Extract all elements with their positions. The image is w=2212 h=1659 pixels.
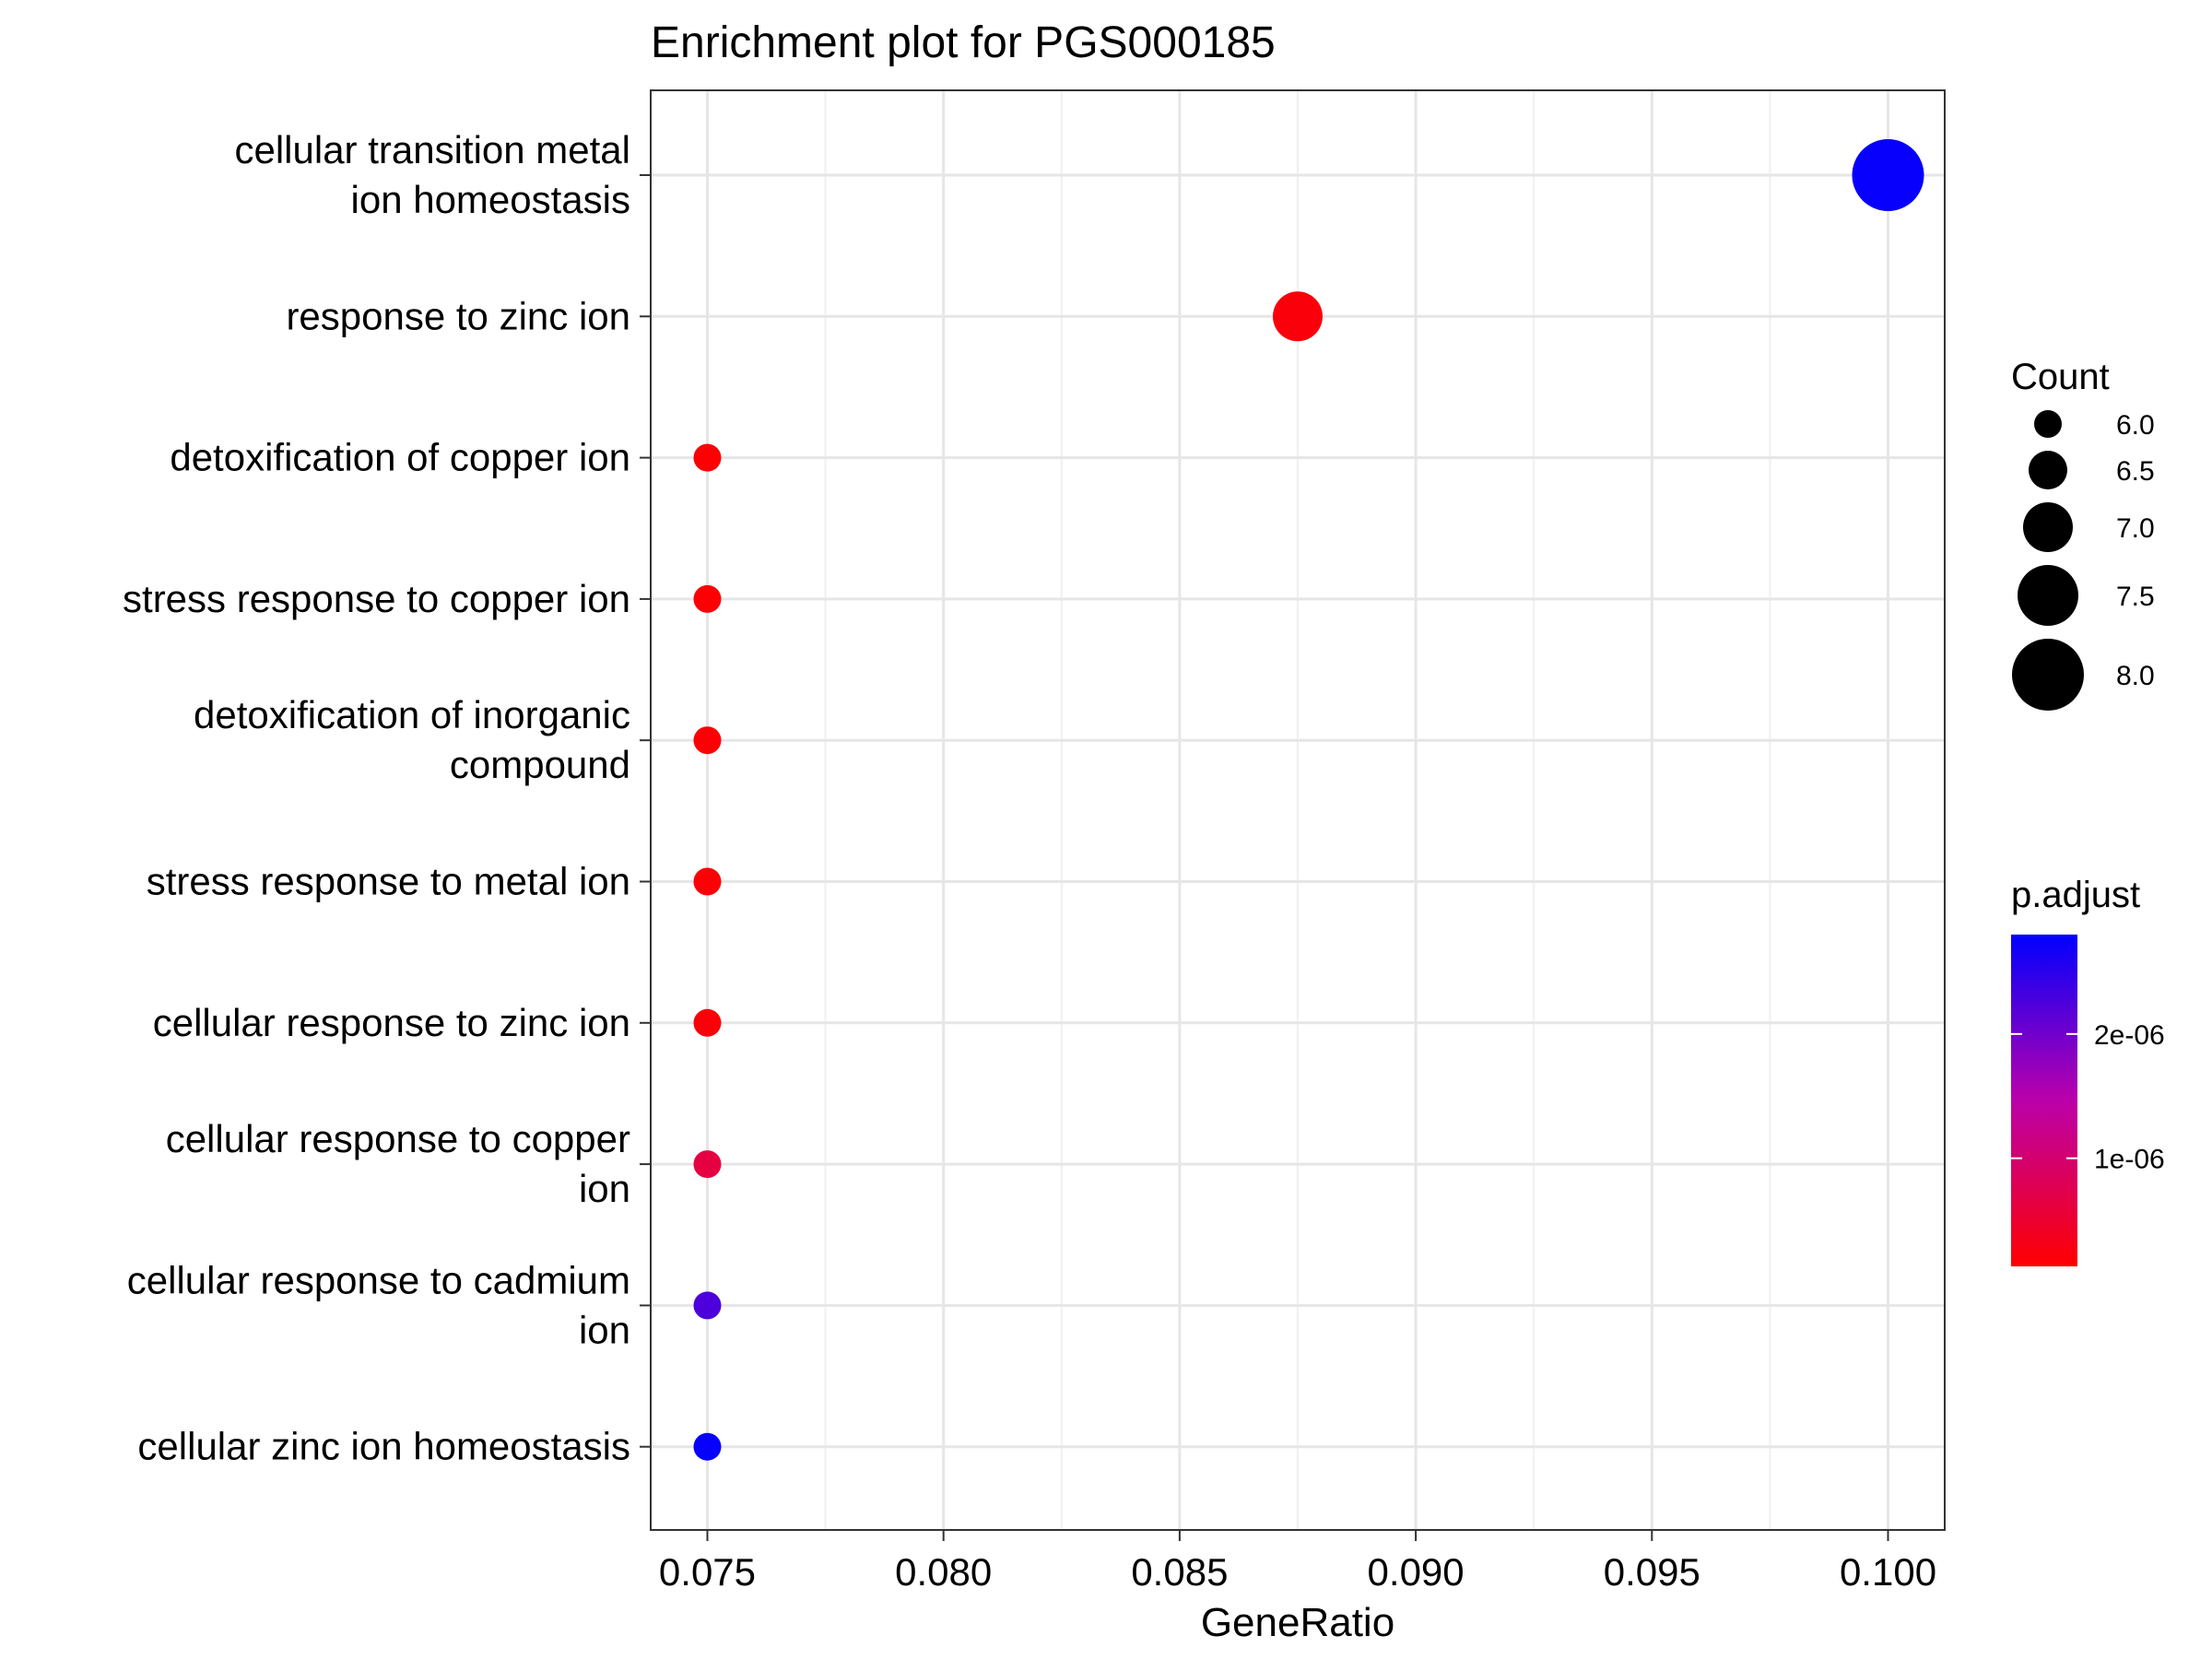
- y-tick-label: response to zinc ion: [286, 294, 630, 337]
- data-point: [1852, 139, 1924, 211]
- y-tick-label: cellular response to zinc ion: [153, 1001, 630, 1044]
- colorbar-tick-label: 1e-06: [2094, 1145, 2165, 1175]
- data-point: [1273, 291, 1323, 342]
- x-tick-label: 0.075: [659, 1550, 756, 1594]
- data-points: [693, 139, 1924, 1461]
- count-legend-key: [2023, 502, 2073, 552]
- count-legend-key: [2029, 451, 2067, 489]
- y-tick-label-line: stress response to copper ion: [123, 577, 630, 620]
- x-axis: 0.075 0.080 0.085 0.090 0.095 0.100: [659, 1530, 1936, 1594]
- y-tick-label-line: detoxification of copper ion: [170, 436, 630, 479]
- y-tick-label-line: ion homeostasis: [351, 178, 631, 221]
- data-point: [693, 1432, 722, 1461]
- y-tick-label: stress response to copper ion: [123, 577, 630, 620]
- y-tick-label: cellular zinc ion homeostasis: [137, 1425, 630, 1468]
- y-tick-label: cellular response to cadmium ion: [127, 1258, 630, 1351]
- y-tick-label-line: detoxification of inorganic: [194, 693, 630, 736]
- count-legend-label: 7.5: [2116, 582, 2155, 612]
- y-tick-label: cellular response to copper ion: [166, 1117, 630, 1210]
- p-adjust-legend: p.adjust 1e-06 2e-06: [2011, 875, 2165, 1266]
- x-tick-label: 0.095: [1604, 1550, 1700, 1594]
- y-axis: cellular transition metal ion homeostasis…: [123, 128, 651, 1468]
- y-tick-label-line: response to zinc ion: [286, 294, 630, 337]
- y-tick-label: detoxification of inorganic compound: [194, 693, 630, 786]
- y-tick-label-line: ion: [579, 1167, 630, 1210]
- y-tick-label-line: stress response to metal ion: [147, 860, 630, 903]
- p-adjust-colorbar: [2011, 935, 2077, 1266]
- colorbar-tick-label: 2e-06: [2094, 1020, 2165, 1051]
- plot-panel-border: [650, 89, 1946, 1531]
- y-tick-label: cellular transition metal ion homeostasis: [234, 128, 630, 221]
- y-tick-label: stress response to metal ion: [147, 860, 630, 903]
- data-point: [693, 443, 722, 472]
- y-tick-label-line: compound: [450, 743, 630, 786]
- data-point: [693, 726, 722, 755]
- data-point: [693, 1291, 722, 1320]
- count-legend-label: 6.5: [2116, 456, 2155, 487]
- x-tick-label: 0.100: [1840, 1550, 1936, 1594]
- y-tick-label-line: cellular zinc ion homeostasis: [137, 1425, 630, 1468]
- data-point: [693, 584, 722, 613]
- y-tick-label: detoxification of copper ion: [170, 436, 630, 479]
- count-legend-key: [2018, 565, 2078, 626]
- data-point: [693, 1150, 722, 1179]
- count-legend-key: [2012, 639, 2084, 711]
- y-tick-label-line: cellular response to copper: [166, 1117, 630, 1160]
- data-point: [693, 1008, 722, 1037]
- y-tick-label-line: cellular response to zinc ion: [153, 1001, 630, 1044]
- count-legend: Count 6.0 6.5 7.0 7.5 8.0: [2011, 357, 2155, 711]
- y-tick-label-line: cellular response to cadmium: [127, 1258, 630, 1301]
- x-tick-label: 0.090: [1368, 1550, 1465, 1594]
- count-legend-key: [2034, 410, 2062, 438]
- count-legend-title: Count: [2011, 357, 2110, 397]
- count-legend-label: 6.0: [2116, 410, 2155, 441]
- count-legend-label: 8.0: [2116, 661, 2155, 691]
- x-axis-title: GeneRatio: [1201, 1600, 1394, 1645]
- p-adjust-legend-title: p.adjust: [2011, 875, 2140, 915]
- y-tick-label-line: cellular transition metal: [234, 128, 630, 171]
- count-legend-label: 7.0: [2116, 513, 2155, 544]
- y-tick-label-line: ion: [579, 1308, 630, 1351]
- chart-title: Enrichment plot for PGS000185: [651, 18, 1276, 67]
- data-point: [693, 867, 722, 896]
- x-tick-label: 0.080: [895, 1550, 992, 1594]
- x-tick-label: 0.085: [1131, 1550, 1228, 1594]
